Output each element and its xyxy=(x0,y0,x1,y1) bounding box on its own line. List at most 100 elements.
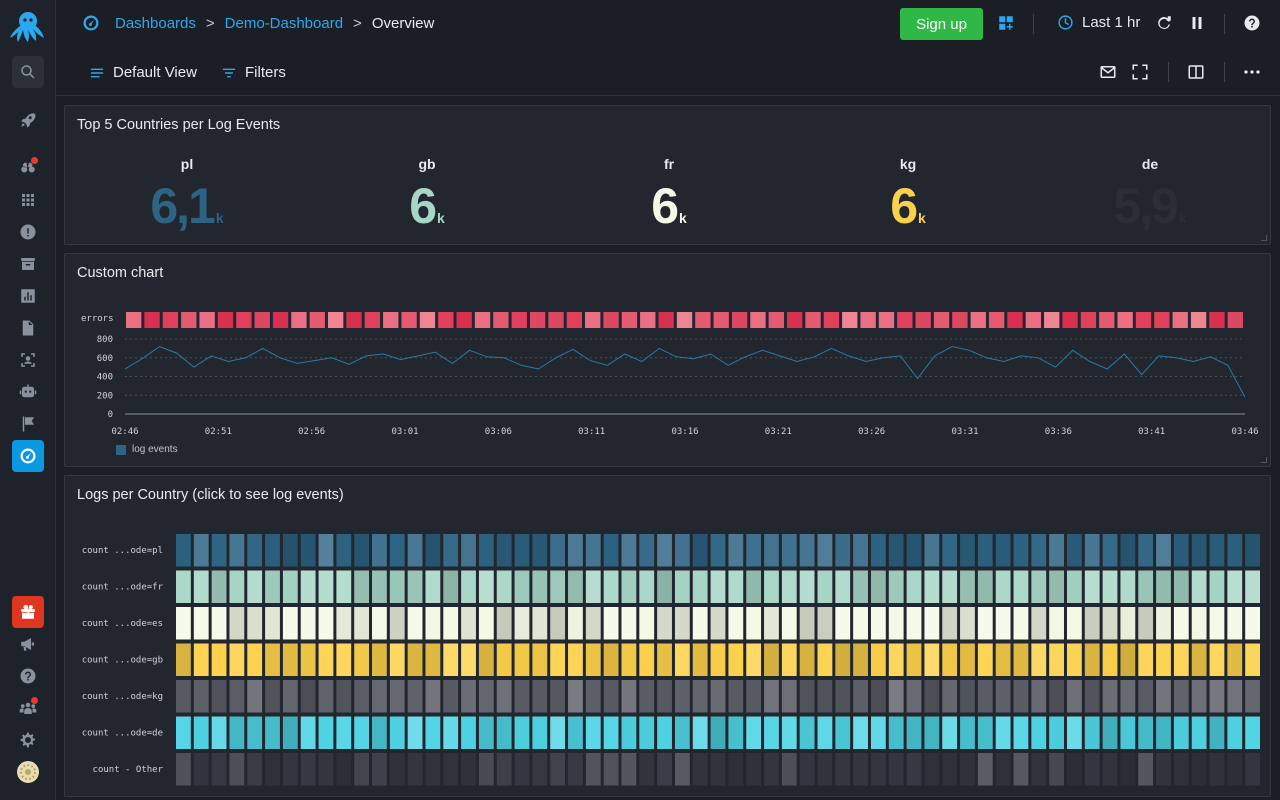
heatmap-cell[interactable] xyxy=(1049,680,1064,713)
heatmap-cell[interactable] xyxy=(265,607,280,640)
refresh-icon[interactable] xyxy=(1155,14,1173,32)
heatmap-cell[interactable] xyxy=(1245,607,1260,640)
heatmap-cell[interactable] xyxy=(1031,570,1047,604)
heatmap-cell[interactable] xyxy=(799,534,815,567)
heatmap-cell[interactable] xyxy=(1102,570,1118,604)
heatmap-cell[interactable] xyxy=(336,680,352,713)
heatmap-cell[interactable] xyxy=(443,534,459,567)
error-cell[interactable] xyxy=(1007,312,1023,328)
heatmap-cell[interactable] xyxy=(514,607,530,640)
heatmap-cell[interactable] xyxy=(211,534,227,567)
heatmap-cell[interactable] xyxy=(1066,607,1082,640)
heatmap-cell[interactable] xyxy=(300,607,316,640)
heatmap-cell[interactable] xyxy=(514,753,530,786)
heatmap-cell[interactable] xyxy=(211,643,227,677)
heatmap-cell[interactable] xyxy=(532,680,548,713)
heatmap-cell[interactable] xyxy=(1191,534,1207,567)
heatmap-cell[interactable] xyxy=(746,680,762,713)
heatmap-cell[interactable] xyxy=(835,607,851,640)
heatmap-cell[interactable] xyxy=(621,643,637,677)
heatmap-cell[interactable] xyxy=(550,534,566,567)
heatmap-cell[interactable] xyxy=(1084,643,1100,677)
rocket-icon[interactable] xyxy=(12,104,44,136)
megaphone-icon[interactable] xyxy=(12,628,44,660)
heatmap-cell[interactable] xyxy=(835,534,851,567)
heatmap-cell[interactable] xyxy=(282,643,298,677)
heatmap-cell[interactable] xyxy=(229,716,245,750)
heatmap-cell[interactable] xyxy=(372,570,387,604)
heatmap-cell[interactable] xyxy=(247,607,263,640)
heatmap-cell[interactable] xyxy=(532,753,548,786)
heatmap-cell[interactable] xyxy=(407,570,423,604)
heatmap-cell[interactable] xyxy=(425,607,441,640)
heatmap-cell[interactable] xyxy=(568,680,583,713)
heatmap-cell[interactable] xyxy=(1102,716,1118,750)
heatmap-cell[interactable] xyxy=(443,716,459,750)
error-cell[interactable] xyxy=(438,312,454,328)
heatmap-cell[interactable] xyxy=(1031,607,1047,640)
heatmap-cell[interactable] xyxy=(1013,753,1029,786)
heatmap-cell[interactable] xyxy=(425,716,441,750)
heatmap-cell[interactable] xyxy=(478,607,494,640)
heatmap-cell[interactable] xyxy=(568,643,583,677)
heatmap-cell[interactable] xyxy=(336,607,352,640)
heatmap-cell[interactable] xyxy=(977,607,993,640)
error-cell[interactable] xyxy=(988,312,1005,328)
heatmap-cell[interactable] xyxy=(265,570,280,604)
heatmap-cell[interactable] xyxy=(870,716,886,750)
error-cell[interactable] xyxy=(768,312,784,328)
mail-icon[interactable] xyxy=(1099,63,1117,81)
heatmap-cell[interactable] xyxy=(1013,680,1029,713)
error-cell[interactable] xyxy=(1080,312,1097,328)
heatmap-cell[interactable] xyxy=(870,753,886,786)
heatmap-cell[interactable] xyxy=(799,753,815,786)
heatmap-cell[interactable] xyxy=(1209,607,1225,640)
heatmap-cell[interactable] xyxy=(710,680,726,713)
heatmap-cell[interactable] xyxy=(1102,607,1118,640)
heatmap-cell[interactable] xyxy=(960,643,975,677)
heatmap-cell[interactable] xyxy=(924,534,940,567)
error-cell[interactable] xyxy=(162,312,179,328)
heatmap-cell[interactable] xyxy=(799,570,815,604)
heatmap-cell[interactable] xyxy=(746,716,762,750)
heatmap-cell[interactable] xyxy=(888,716,904,750)
heatmap-cell[interactable] xyxy=(193,534,209,567)
heatmap-cell[interactable] xyxy=(977,570,993,604)
heatmap-cell[interactable] xyxy=(728,753,744,786)
heatmap-cell[interactable] xyxy=(657,680,672,713)
logs-heatmap[interactable]: count ...ode=pl count ...ode=fr count ...o… xyxy=(65,476,1270,796)
heatmap-cell[interactable] xyxy=(1191,570,1207,604)
heatmap-cell[interactable] xyxy=(888,680,904,713)
heatmap-cell[interactable] xyxy=(1031,680,1047,713)
heatmap-cell[interactable] xyxy=(1120,643,1136,677)
error-cell[interactable] xyxy=(272,312,289,328)
heatmap-cell[interactable] xyxy=(461,680,476,713)
heatmap-cell[interactable] xyxy=(318,643,334,677)
error-cell[interactable] xyxy=(860,312,876,328)
heatmap-cell[interactable] xyxy=(1066,753,1082,786)
heatmap-cell[interactable] xyxy=(870,607,886,640)
heatmap-cell[interactable] xyxy=(425,680,441,713)
heatmap-cell[interactable] xyxy=(247,534,263,567)
heatmap-cell[interactable] xyxy=(639,680,655,713)
heatmap-cell[interactable] xyxy=(389,643,405,677)
heatmap-cell[interactable] xyxy=(550,643,566,677)
heatmap-cell[interactable] xyxy=(568,607,583,640)
heatmap-cell[interactable] xyxy=(407,534,423,567)
heatmap-cell[interactable] xyxy=(764,680,779,713)
heatmap-cell[interactable] xyxy=(585,753,601,786)
pause-icon[interactable] xyxy=(1188,14,1206,32)
heatmap-cell[interactable] xyxy=(407,680,423,713)
heatmap-cell[interactable] xyxy=(461,607,476,640)
heatmap-cell[interactable] xyxy=(425,570,441,604)
heatmap-cell[interactable] xyxy=(550,607,566,640)
dashboard-icon[interactable] xyxy=(12,440,44,472)
heatmap-cell[interactable] xyxy=(799,607,815,640)
heatmap-cell[interactable] xyxy=(995,753,1011,786)
heatmap-cell[interactable] xyxy=(532,534,548,567)
heatmap-cell[interactable] xyxy=(407,607,423,640)
error-cell[interactable] xyxy=(236,312,252,328)
error-cell[interactable] xyxy=(1062,312,1078,328)
heatmap-cell[interactable] xyxy=(942,716,958,750)
heatmap-cell[interactable] xyxy=(924,680,940,713)
